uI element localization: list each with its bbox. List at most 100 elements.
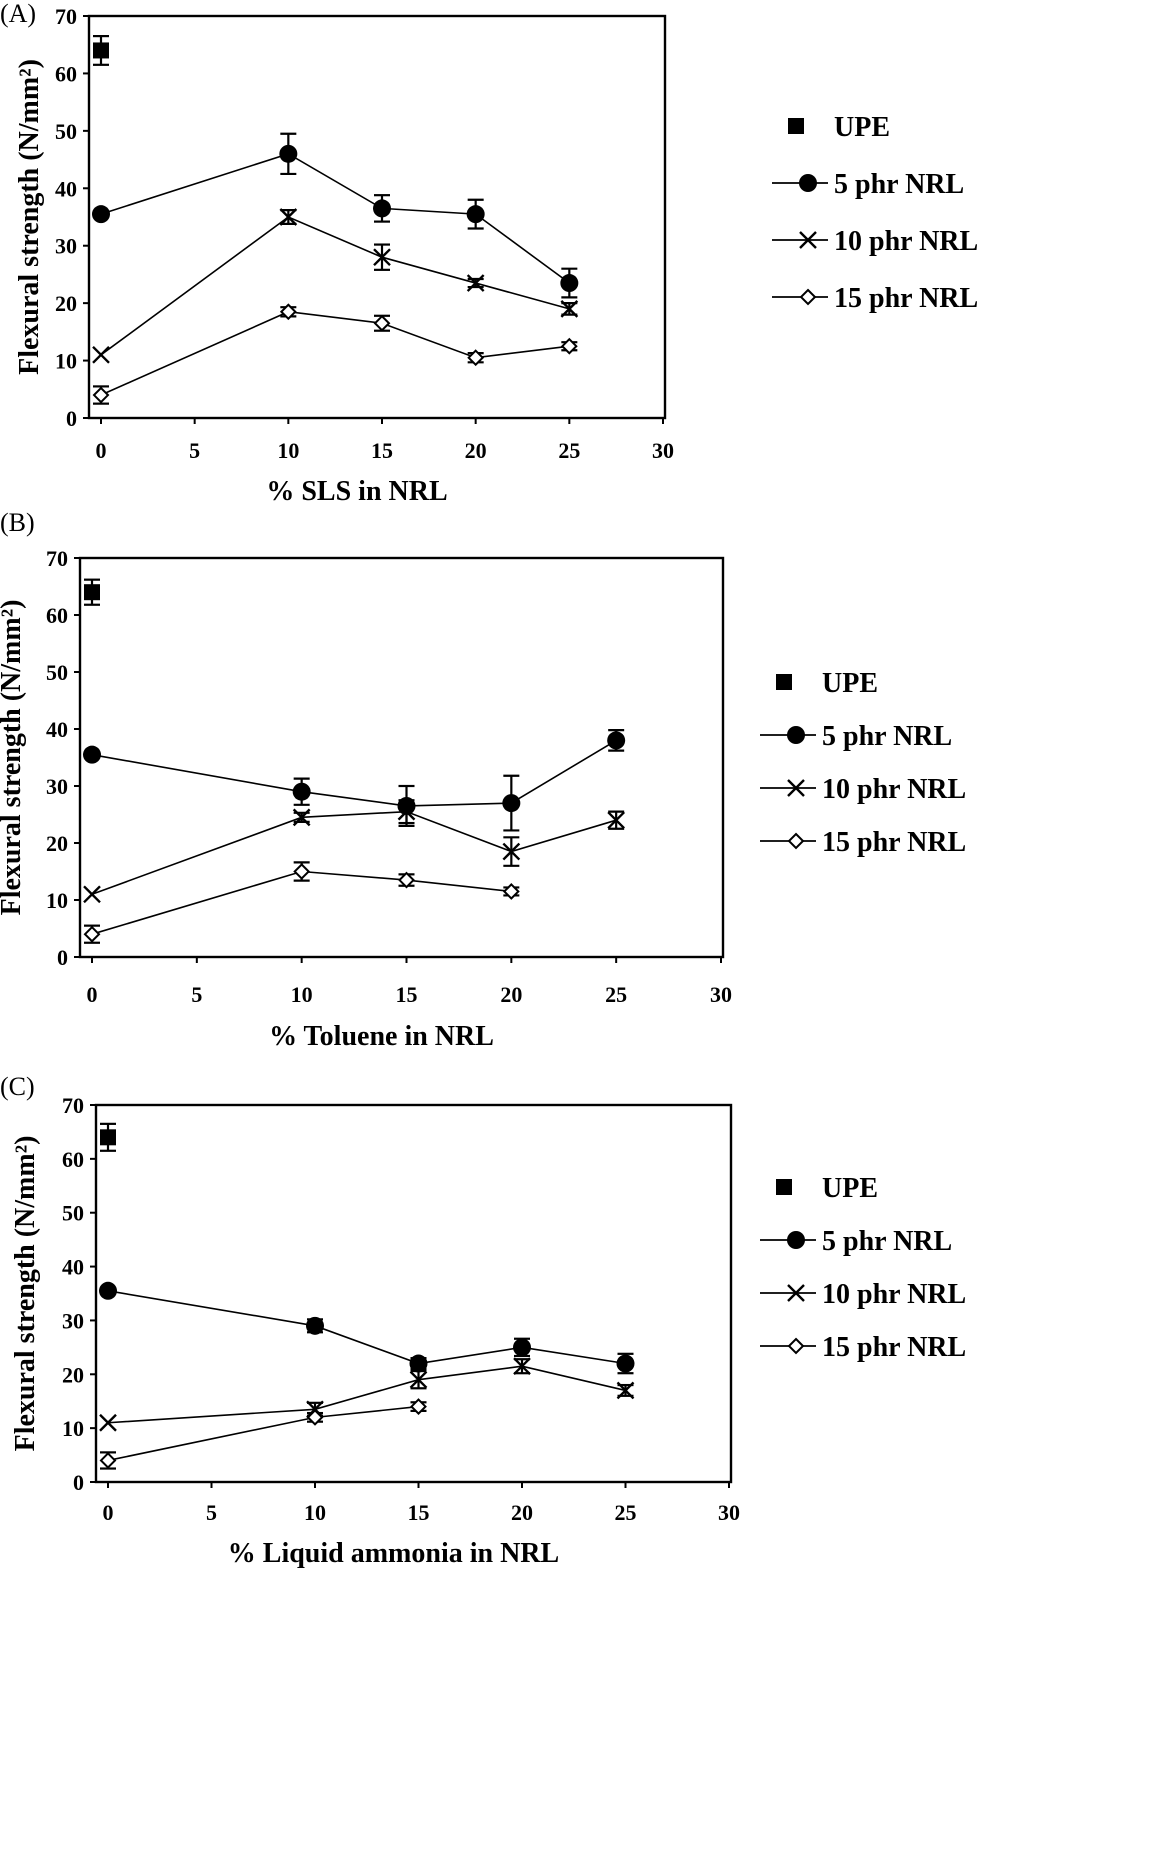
x-stroke xyxy=(92,345,110,364)
panel-label: (C) xyxy=(0,1072,35,1101)
y-tick-label: 30 xyxy=(55,234,77,259)
data-point xyxy=(373,314,391,332)
x-tick-label: 15 xyxy=(396,982,418,1007)
chart-panel-b: (B) 0 10 20 30 40 50 60 70 0 5 10 15 20 25 30 % Toluene … xyxy=(0,508,966,1052)
series-10-phr-nrl xyxy=(99,1357,635,1432)
x-stroke xyxy=(513,1357,531,1376)
legend-label: UPE xyxy=(822,1173,878,1204)
y-tick-label: 0 xyxy=(66,406,77,431)
x-axis: 0 5 10 15 20 25 30 xyxy=(87,957,732,1007)
x-tick-label: 25 xyxy=(615,1500,637,1525)
x-axis-label: % Toluene in NRL xyxy=(269,1021,494,1052)
y-axis: 0 10 20 30 40 50 60 70 xyxy=(62,1093,96,1495)
series-5-phr-nrl xyxy=(92,132,579,299)
series-15-phr-nrl xyxy=(83,861,520,944)
y-tick-label: 10 xyxy=(46,888,68,913)
x-axis-label: % SLS in NRL xyxy=(266,476,447,507)
legend-item-10-phr-nrl: 10 phr NRL xyxy=(772,226,978,257)
data-point xyxy=(607,731,626,750)
data-point xyxy=(292,782,311,801)
series-line xyxy=(107,1405,419,1462)
series-line xyxy=(107,1290,626,1365)
y-tick-label: 70 xyxy=(62,1093,84,1118)
x-stroke xyxy=(279,208,298,226)
x-tick-label: 5 xyxy=(191,982,202,1007)
legend-marker xyxy=(787,832,805,850)
data-point xyxy=(616,1381,635,1400)
data-point xyxy=(279,303,297,321)
legend-label: UPE xyxy=(822,668,878,699)
data-point xyxy=(513,1357,531,1376)
data-point xyxy=(306,1408,324,1426)
y-tick-label: 50 xyxy=(46,660,68,685)
panel-label: (B) xyxy=(0,508,35,537)
x-tick-label: 15 xyxy=(371,438,393,463)
data-point xyxy=(560,337,578,355)
legend-marker xyxy=(787,1284,805,1302)
legend-label: 10 phr NRL xyxy=(834,226,978,257)
y-tick-label: 60 xyxy=(55,61,77,86)
series-line xyxy=(100,152,570,284)
x-tick-label: 30 xyxy=(710,982,732,1007)
data-point xyxy=(397,802,416,821)
data-point xyxy=(99,1281,117,1300)
data-point xyxy=(466,274,485,292)
x-tick-label: 10 xyxy=(291,982,313,1007)
y-tick-label: 20 xyxy=(46,831,68,856)
series-line xyxy=(100,216,570,356)
legend-marker xyxy=(799,231,817,249)
legend-item-15-phr-nrl: 15 phr NRL xyxy=(772,283,978,314)
series-line xyxy=(100,310,570,396)
data-point xyxy=(502,794,521,813)
series-10-phr-nrl xyxy=(83,799,626,904)
legend-item-15-phr-nrl: 15 phr NRL xyxy=(760,827,966,858)
legend-label: 15 phr NRL xyxy=(822,827,966,858)
data-point xyxy=(279,208,298,226)
legend-label: 5 phr NRL xyxy=(834,169,964,200)
data-point xyxy=(83,745,101,764)
legend-label: 15 phr NRL xyxy=(822,1332,966,1363)
y-tick-label: 40 xyxy=(55,176,77,201)
y-axis: 0 10 20 30 40 50 60 70 xyxy=(46,546,80,970)
data-point xyxy=(99,1413,117,1432)
data-point xyxy=(607,811,626,830)
legend-item-upe: UPE xyxy=(788,112,890,143)
data-point xyxy=(502,883,520,900)
legend-item-5-phr-nrl: 5 phr NRL xyxy=(760,721,952,752)
data-point xyxy=(92,345,110,364)
series-line xyxy=(91,810,617,896)
data-point xyxy=(513,1338,531,1357)
series-15-phr-nrl xyxy=(99,1398,427,1470)
x-tick-label: 0 xyxy=(103,1500,114,1525)
data-point xyxy=(409,1354,428,1373)
series-line xyxy=(91,870,512,935)
legend-label: UPE xyxy=(834,112,890,143)
data-point xyxy=(93,42,109,59)
data-point xyxy=(99,1452,117,1469)
x-tick-label: 0 xyxy=(96,438,107,463)
plot-frame xyxy=(78,556,725,959)
series-upe xyxy=(84,578,100,606)
x-stroke xyxy=(799,231,817,249)
x-tick-label: 30 xyxy=(652,438,674,463)
x-tick-label: 30 xyxy=(718,1500,740,1525)
legend: UPE 5 phr NRL 10 phr NRL 15 phr NRL xyxy=(760,1173,966,1363)
x-tick-label: 20 xyxy=(500,982,522,1007)
legend-item-10-phr-nrl: 10 phr NRL xyxy=(760,774,966,805)
y-tick-label: 60 xyxy=(62,1147,84,1172)
series-line xyxy=(91,739,617,807)
data-point xyxy=(560,300,579,318)
legend-marker xyxy=(787,1337,805,1355)
data-point xyxy=(92,386,110,404)
data-point xyxy=(92,205,110,224)
series-line xyxy=(107,1365,626,1424)
x-tick-label: 10 xyxy=(304,1500,326,1525)
data-point xyxy=(373,199,391,218)
y-tick-label: 70 xyxy=(55,4,77,29)
y-tick-label: 0 xyxy=(73,1470,84,1495)
data-point xyxy=(467,349,485,367)
series-upe xyxy=(93,34,109,66)
x-stroke xyxy=(502,842,521,861)
y-tick-label: 50 xyxy=(62,1201,84,1226)
